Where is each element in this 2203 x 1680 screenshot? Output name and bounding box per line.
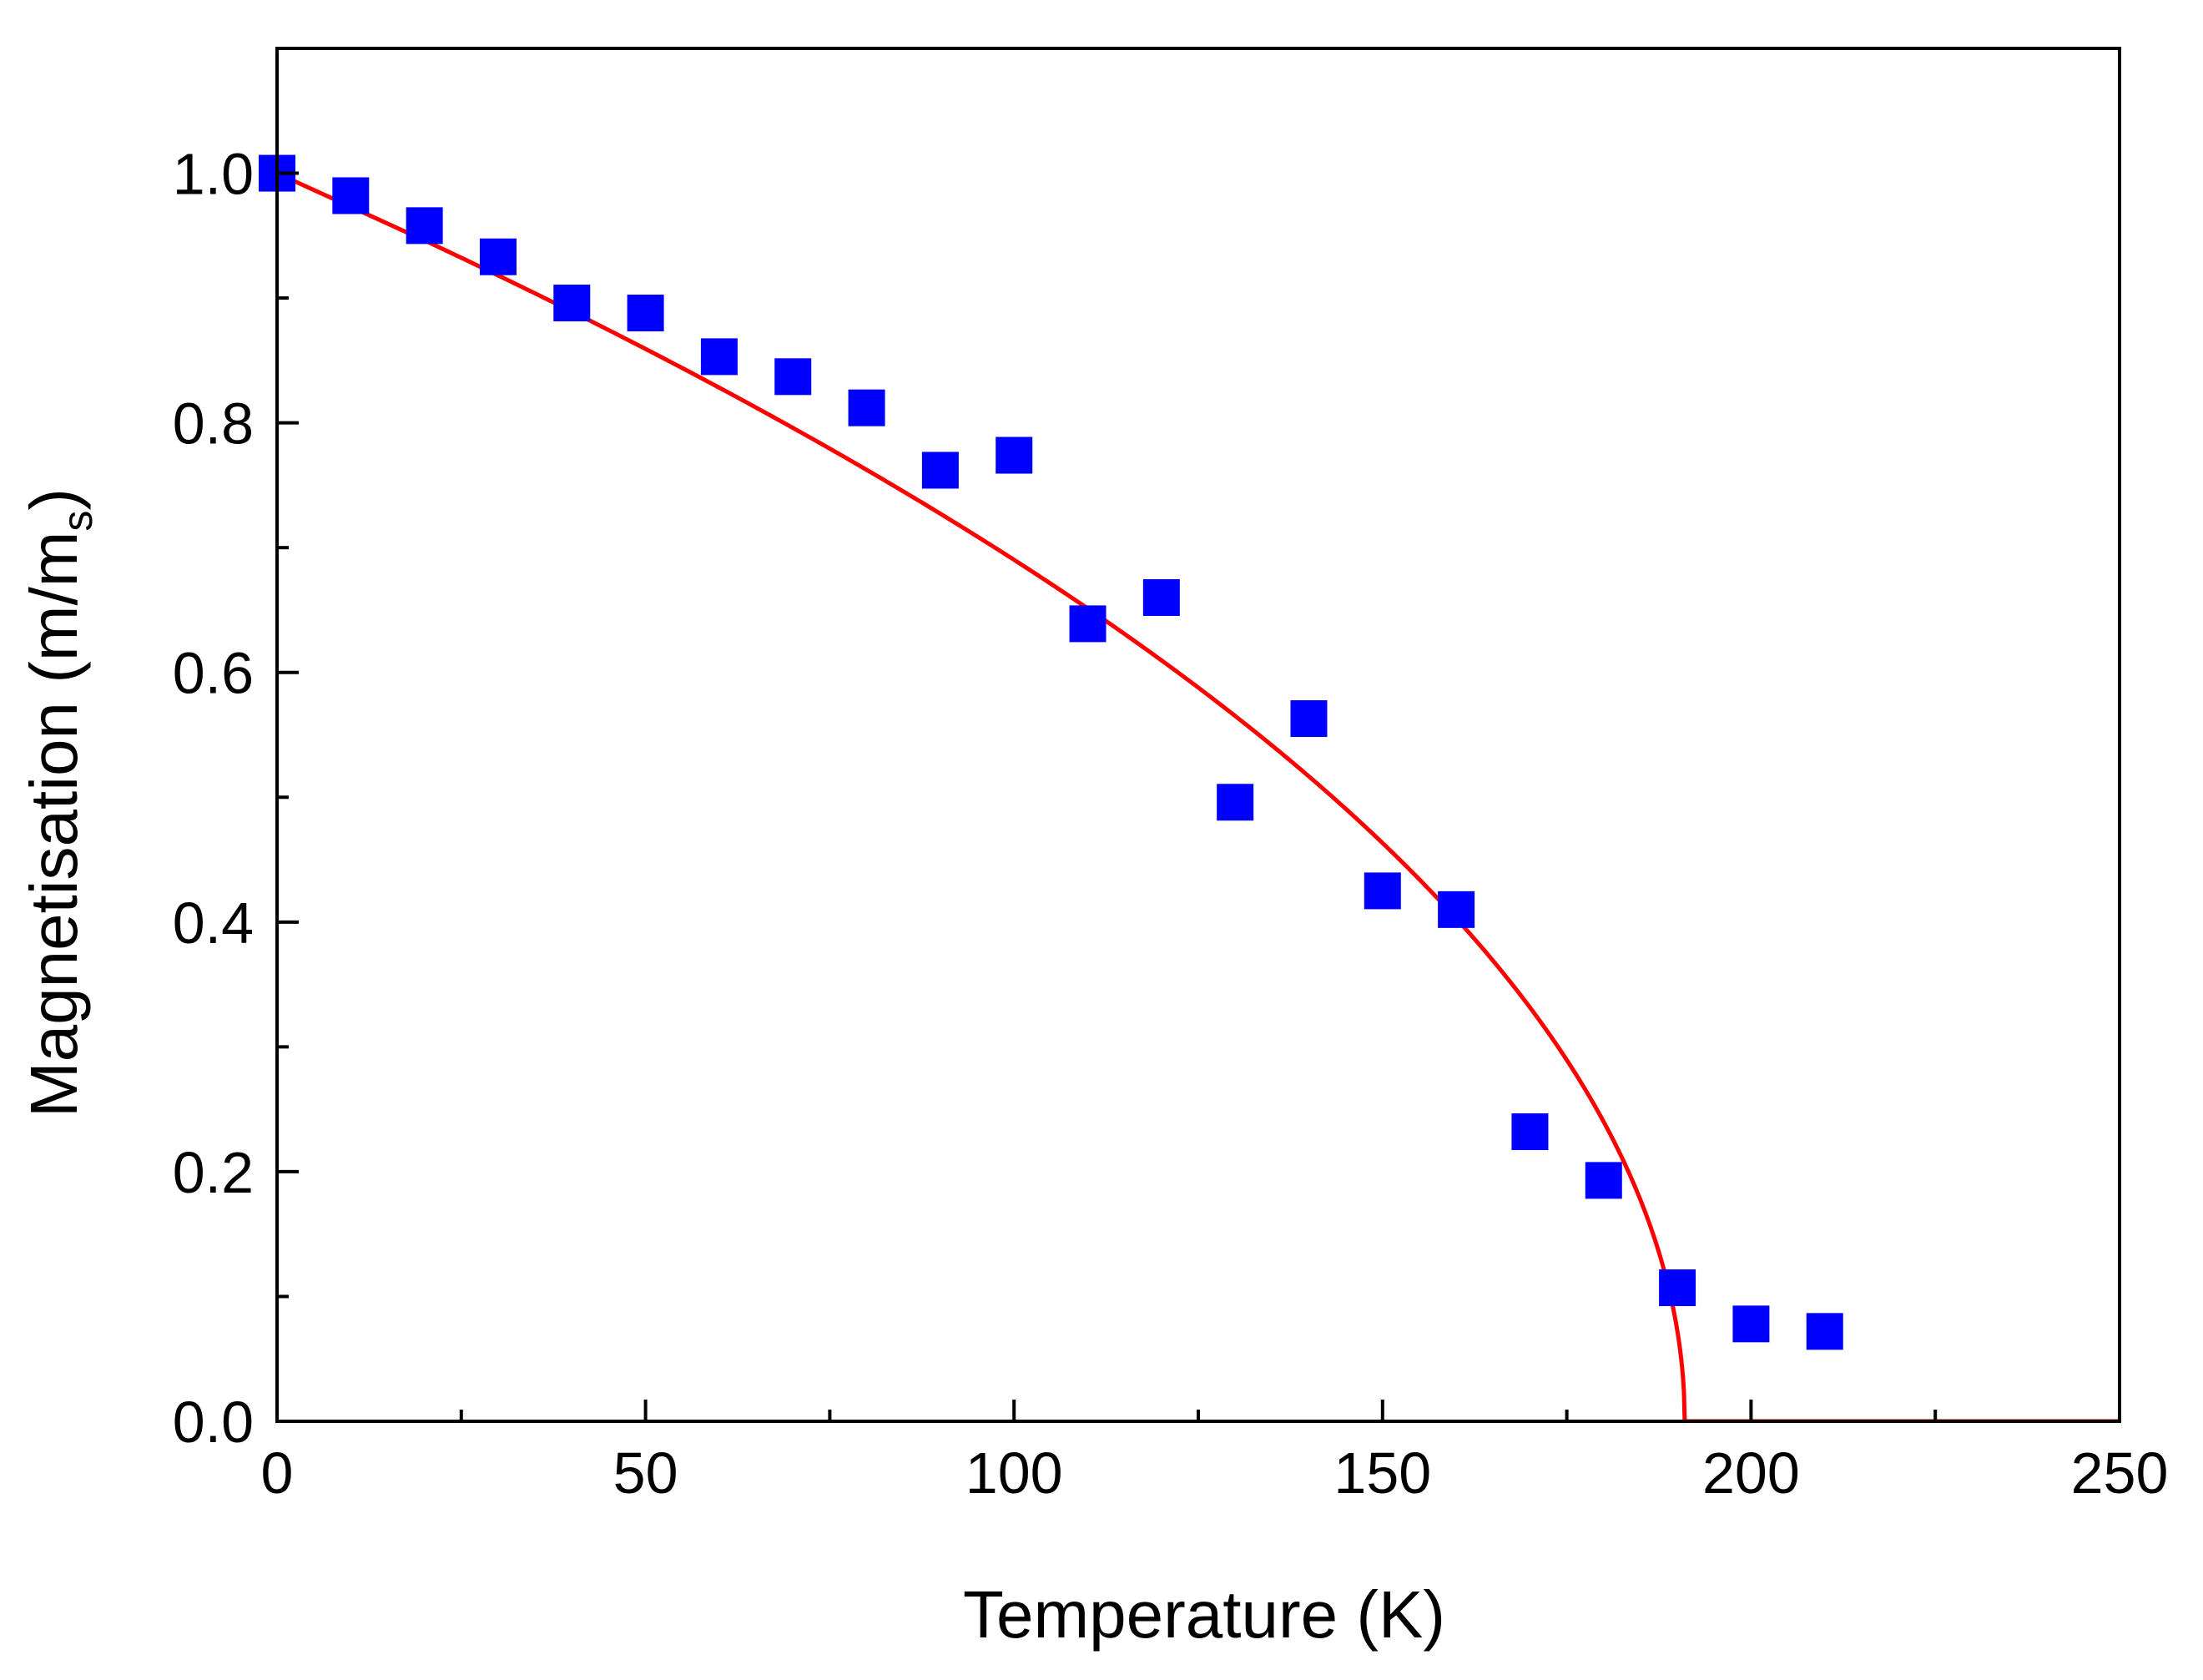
fit-line [277,171,2120,1421]
data-point [1290,700,1328,738]
data-point [848,389,885,426]
data-point [921,452,959,489]
data-point [553,285,591,322]
y-tick-label: 0.6 [173,641,254,706]
data-point [996,436,1033,474]
data-point [1069,605,1107,643]
plot-layer [259,154,2120,1421]
data-point [479,238,517,275]
data-point [1438,890,1475,928]
y-axis-title-close: ) [17,488,91,511]
data-point [406,207,443,245]
data-point [774,358,812,396]
frame-layer: 0 50 100 150 200 250 0.0 0.2 0.4 0.6 0.8 1.0 [173,47,2169,1506]
data-point [1364,872,1401,910]
data-point [332,177,370,214]
x-tick-label: 150 [1333,1440,1431,1506]
data-point [1732,1305,1770,1343]
y-tick-label: 0.8 [173,391,254,457]
y-axis-title: Magnetisation (m/ms) [17,488,101,1117]
data-point [1217,784,1254,821]
y-tick-label: 0.4 [173,890,254,956]
y-tick-label: 0.0 [173,1390,254,1455]
data-point [1659,1269,1696,1306]
data-point [1806,1313,1843,1350]
plot-frame [275,47,2121,1423]
data-point [1142,579,1180,616]
x-tick-label: 200 [1702,1440,1800,1506]
y-axis-title-subscript: s [54,511,101,532]
x-tick-label: 100 [965,1440,1063,1506]
x-tick-label: 50 [613,1440,678,1506]
y-tick-label: 0.2 [173,1140,254,1205]
y-tick-label: 1.0 [173,142,254,207]
data-point [1585,1162,1622,1199]
x-tick-label: 0 [261,1440,294,1506]
data-point [1511,1113,1549,1151]
data-point [627,295,664,332]
labels-layer: Temperature (K) Magnetisation (m/ms) [17,488,1445,1652]
x-axis-title: Temperature (K) [963,1577,1445,1652]
x-tick-label: 250 [2071,1440,2169,1506]
data-point [700,338,738,376]
y-axis-title-main: Magnetisation (m/m [17,532,91,1117]
